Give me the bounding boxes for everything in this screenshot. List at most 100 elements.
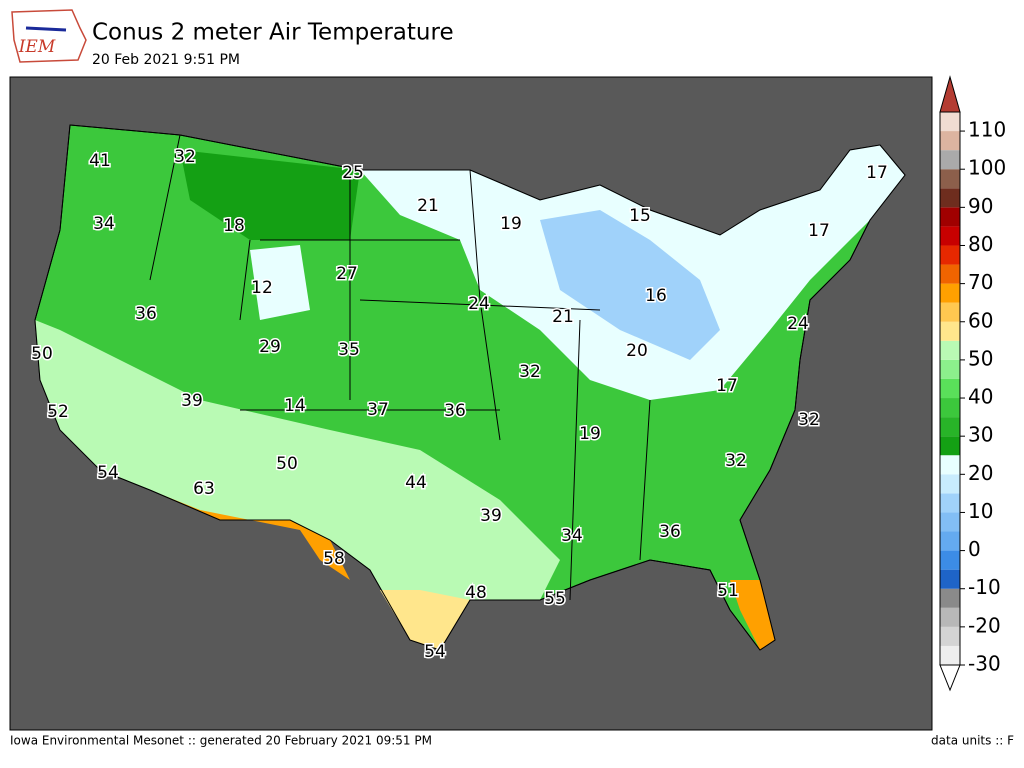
land <box>34 124 906 651</box>
colorbar-tick-label: 0 <box>968 537 981 561</box>
colorbar-tick-label: 60 <box>968 308 993 332</box>
colorbar-bin <box>940 417 960 437</box>
colorbar-tick-label: 80 <box>968 232 993 256</box>
temperature-label: 25 <box>342 163 364 183</box>
logo-outline <box>11 9 87 63</box>
colorbar-bin <box>940 321 960 341</box>
temperature-label: 12 <box>251 278 273 298</box>
temperature-label: 52 <box>47 402 69 422</box>
logo-text: IEM <box>18 37 56 57</box>
colorbar-tick-label: -30 <box>968 652 1001 676</box>
colorbar-bin <box>940 607 960 627</box>
colorbar-tick-label: 10 <box>968 499 993 523</box>
colorbar-bin <box>940 512 960 532</box>
station-labels: 41 32 25 17 21 19 15 34 18 17 27 12 16 24 21 24 36 29 35 20… <box>30 146 890 664</box>
colorbar-tick-label: 110 <box>968 118 1006 142</box>
colorbar-over <box>939 75 961 113</box>
colorbar-bin <box>940 645 960 665</box>
colorbar-bin <box>940 245 960 265</box>
colorbar-bin <box>940 283 960 303</box>
colorbar-bin <box>940 455 960 475</box>
colorbar-tick-label: 40 <box>968 385 993 409</box>
temperature-label: 24 <box>468 294 490 314</box>
colorbar-bin <box>940 378 960 399</box>
colorbar-bin <box>940 626 960 646</box>
colorbar-bin <box>940 588 960 608</box>
temperature-label: 21 <box>417 196 439 216</box>
temperature-label: 17 <box>808 221 830 241</box>
temperature-label: 32 <box>519 362 541 382</box>
colorbar-bin <box>940 493 960 513</box>
colorbar-bin <box>940 359 960 379</box>
logo: IEM <box>11 9 87 63</box>
temperature-label: 37 <box>367 400 389 420</box>
temperature-label: 34 <box>561 526 583 546</box>
colorbar-tick-label: 70 <box>968 270 993 294</box>
wyoming-cold <box>250 245 310 320</box>
temperature-label: 48 <box>465 583 487 603</box>
colorbar-tick-label: 90 <box>968 194 993 218</box>
temperature-label: 63 <box>193 479 215 499</box>
colorbar-tick-label: 30 <box>968 423 993 447</box>
temperature-label: 32 <box>798 410 820 430</box>
colorbar-tick-label: 50 <box>968 346 993 370</box>
temperature-label: 16 <box>645 286 667 306</box>
temperature-label: 36 <box>659 522 681 542</box>
coastline <box>34 124 906 651</box>
south-warm <box>35 320 560 650</box>
temperature-label: 17 <box>866 163 888 183</box>
temperature-label: 58 <box>323 549 345 569</box>
north-green <box>180 150 360 240</box>
temperature-label: 32 <box>725 451 747 471</box>
temperature-label: 14 <box>284 396 306 416</box>
texas-warm <box>380 590 470 650</box>
subtitle: 20 Feb 2021 9:51 PM <box>92 52 240 68</box>
temperature-label: 20 <box>626 341 648 361</box>
colorbar: -30 -20 -10 0 10 20 30 40 50 60 70 80 90 100 110 <box>939 75 1006 692</box>
temperature-label: 36 <box>135 304 157 324</box>
colorbar-bin <box>940 474 960 494</box>
colorbar-tick-label: 100 <box>968 156 1006 180</box>
temperature-label: 17 <box>716 376 738 396</box>
colorbar-bin <box>940 398 960 418</box>
colorbar-bin <box>940 131 960 151</box>
temperature-label: 15 <box>629 206 651 226</box>
temperature-label: 18 <box>223 216 245 236</box>
temperature-label: 21 <box>552 307 574 327</box>
colorbar-tick-label: 20 <box>968 461 993 485</box>
title: Conus 2 meter Air Temperature <box>92 20 454 46</box>
temperature-label: 41 <box>89 151 111 171</box>
temperature-label: 24 <box>787 314 809 334</box>
temperature-label: 36 <box>444 401 466 421</box>
temperature-label: 50 <box>276 454 298 474</box>
temperature-label: 39 <box>181 391 203 411</box>
temperature-label: 35 <box>338 340 360 360</box>
colorbar-bin <box>940 112 960 132</box>
temperature-label: 54 <box>424 642 446 662</box>
temperature-label: 29 <box>259 337 281 357</box>
colorbar-tick-label: -20 <box>968 613 1001 637</box>
colorbar-tick-label: -10 <box>968 575 1001 599</box>
colorbar-bin <box>940 340 960 360</box>
temperature-label: 34 <box>93 214 115 234</box>
colorbar-bin <box>940 569 960 589</box>
southwest-hot <box>150 490 350 580</box>
colorbar-bin <box>940 226 960 246</box>
temperature-label: 51 <box>717 581 739 601</box>
state-borders <box>149 134 651 601</box>
colorbar-bin <box>940 436 960 456</box>
florida-warm <box>730 580 775 650</box>
temperature-label: 32 <box>174 147 196 167</box>
logo-line <box>25 26 67 32</box>
colorbar-bin <box>940 302 960 322</box>
temperature-label: 27 <box>336 264 358 284</box>
temperature-label: 19 <box>579 424 601 444</box>
colorbar-bin <box>940 264 960 284</box>
temperature-label: 39 <box>480 506 502 526</box>
colorbar-bin <box>940 188 960 208</box>
colorbar-outline <box>939 111 961 666</box>
temperature-label: 50 <box>31 344 53 364</box>
cold-core <box>540 210 720 360</box>
